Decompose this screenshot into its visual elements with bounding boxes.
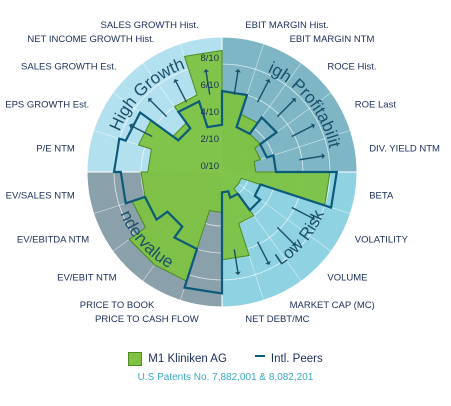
direction-arrow-head-2 xyxy=(265,79,271,84)
direction-arrow-head-3 xyxy=(291,98,296,103)
axis-label-6: BETA xyxy=(369,190,394,201)
legend-swatch-company xyxy=(128,352,143,366)
direction-arrow-head-18 xyxy=(148,98,153,103)
axis-label-11: PRICE TO CASH FLOW xyxy=(95,314,199,325)
direction-arrow-5 xyxy=(299,155,323,161)
series-peers-line xyxy=(112,89,339,295)
radar-chart: 0/102/104/106/108/10 High ProfitabilityL… xyxy=(0,0,440,325)
direction-arrow-1 xyxy=(233,71,239,95)
axis-label-14: EV/EBITDA NTM xyxy=(17,235,89,246)
direction-arrow-20 xyxy=(205,71,211,95)
ring-label-4: 8/10 xyxy=(201,53,220,64)
direction-arrow-head-20 xyxy=(203,69,210,73)
patent-note: U.S Patents No. 7,882,001 & 8,082,201 xyxy=(137,372,314,383)
direction-arrow-head-19 xyxy=(173,79,179,84)
axis-label-17: EPS GROWTH Est. xyxy=(5,99,89,110)
ring-label-0: 0/10 xyxy=(201,161,220,172)
direction-arrow-head-17 xyxy=(129,123,134,129)
axis-label-18: SALES GROWTH Est. xyxy=(21,62,117,73)
axis-label-8: VOLUME xyxy=(327,272,367,283)
axis-label-12: PRICE TO BOOK xyxy=(80,300,155,311)
legend-swatch-peers xyxy=(254,355,265,357)
direction-arrow-4 xyxy=(291,125,313,138)
direction-arrow-19 xyxy=(175,81,188,103)
axis-label-19: NET INCOME GROWTH Hist. xyxy=(27,34,154,45)
direction-arrow-8 xyxy=(276,226,295,245)
axis-label-1: EBIT MARGIN Hist. xyxy=(245,20,328,31)
axis-label-5: DIV. YIELD NTM xyxy=(369,144,440,155)
direction-arrow-head-4 xyxy=(310,123,315,129)
axis-label-15: EV/SALES NTM xyxy=(6,190,75,201)
axis-label-20: SALES GROWTH Hist. xyxy=(101,20,199,31)
axis-label-2: EBIT MARGIN NTM xyxy=(290,34,375,45)
axis-label-3: ROCE Hist. xyxy=(327,62,376,73)
axis-label-10: NET DEBT/MC xyxy=(245,314,309,325)
direction-arrow-17 xyxy=(131,125,153,138)
legend-label-peers: Intl. Peers xyxy=(270,353,323,365)
direction-arrow-head-9 xyxy=(265,260,271,265)
direction-arrow-10 xyxy=(233,249,239,273)
direction-arrow-7 xyxy=(291,206,313,219)
ring-label-2: 4/10 xyxy=(201,107,220,118)
legend-item-company: M1 Kliniken AG xyxy=(128,352,227,366)
legend: M1 Kliniken AG Intl. Peers U.S Patents N… xyxy=(0,352,451,383)
axis-label-4: ROE Last xyxy=(355,99,397,110)
direction-arrow-head-5 xyxy=(321,153,325,160)
axis-label-9: MARKET CAP (MC) xyxy=(290,300,375,311)
direction-arrow-9 xyxy=(256,241,269,263)
axis-label-7: VOLATILITY xyxy=(355,235,409,246)
legend-label-company: M1 Kliniken AG xyxy=(148,353,227,365)
legend-item-peers: Intl. Peers xyxy=(254,353,323,365)
axis-label-16: P/E NTM xyxy=(36,144,75,155)
direction-arrow-head-10 xyxy=(234,271,241,275)
direction-arrow-head-1 xyxy=(234,69,241,73)
direction-arrow-3 xyxy=(276,99,295,118)
direction-arrow-head-7 xyxy=(310,215,315,221)
direction-arrow-head-8 xyxy=(291,241,296,246)
direction-arrow-2 xyxy=(256,81,269,103)
ring-label-1: 2/10 xyxy=(201,134,220,145)
direction-arrow-18 xyxy=(149,99,168,118)
axis-label-13: EV/EBIT NTM xyxy=(57,272,117,283)
ring-label-3: 6/10 xyxy=(201,80,220,91)
grid-spoke-8 xyxy=(221,171,332,252)
